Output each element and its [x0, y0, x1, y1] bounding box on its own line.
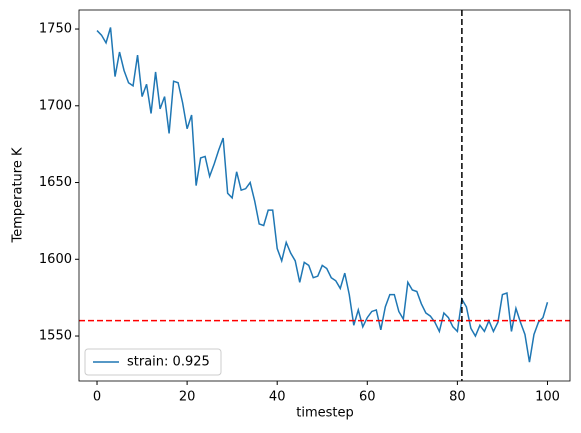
- x-tick-label: 80: [449, 390, 466, 405]
- y-tick-label: 1750: [39, 22, 72, 37]
- x-tick-label: 100: [535, 390, 560, 405]
- plot-frame: [78, 9, 571, 382]
- x-tick-label: 0: [93, 390, 101, 405]
- x-tick-label: 40: [269, 390, 286, 405]
- legend-label: strain: 0.925: [127, 355, 210, 370]
- line-series: [96, 27, 549, 363]
- legend-box: [84, 348, 222, 376]
- x-axis-label: timestep: [296, 406, 354, 421]
- y-tick-label: 1600: [39, 252, 72, 267]
- x-tick-label: 20: [179, 390, 196, 405]
- y-tick-label: 1550: [39, 329, 72, 344]
- y-tick-label: 1650: [39, 175, 72, 190]
- y-axis-label: Temperature K: [11, 147, 26, 243]
- x-tick-label: 60: [359, 390, 376, 405]
- y-tick-label: 1700: [39, 98, 72, 113]
